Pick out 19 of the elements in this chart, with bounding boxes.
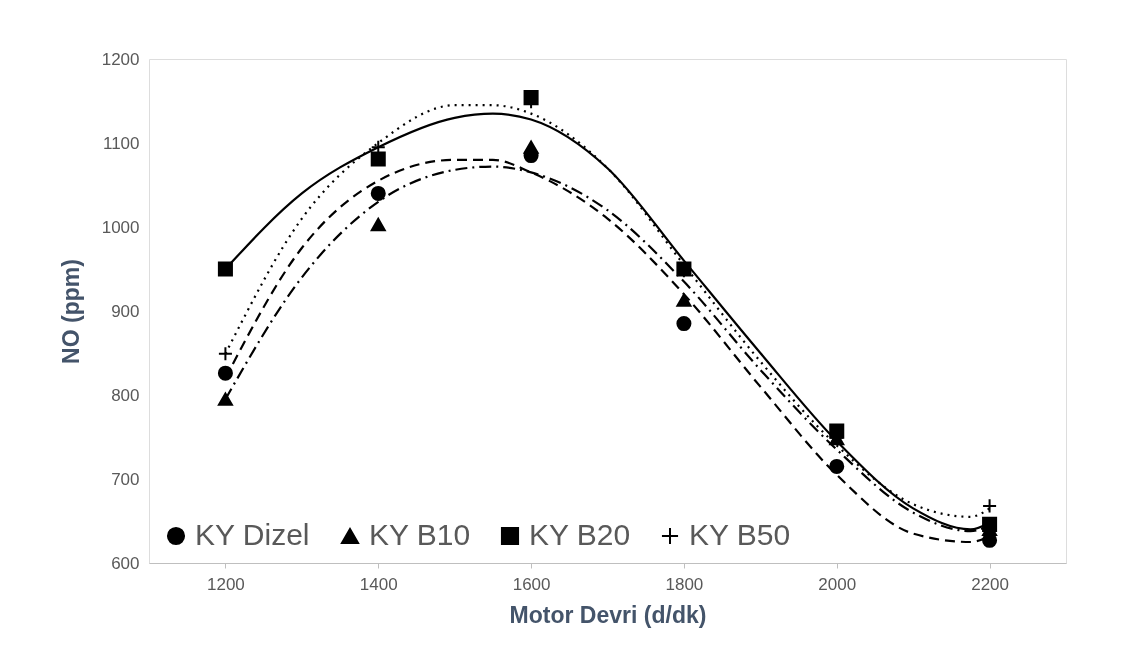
x-axis-title: Motor Devri (d/dk) — [509, 601, 707, 628]
y-tick-label: 800 — [111, 385, 140, 405]
y-tick-label: 900 — [111, 301, 140, 321]
y-axis-title: NO (ppm) — [57, 259, 84, 364]
legend-label: KY B50 — [689, 518, 791, 551]
y-tick-label: 1100 — [102, 133, 140, 153]
legend-label: KY Dizel — [195, 518, 310, 551]
x-tick-label: 1400 — [359, 574, 398, 594]
y-tick-label: 700 — [111, 469, 140, 489]
x-tick-label: 2000 — [818, 574, 857, 594]
x-tick-label: 1200 — [207, 574, 245, 594]
x-tick-label: 1600 — [512, 574, 551, 594]
y-tick-label: 600 — [111, 553, 140, 573]
legend-label: KY B20 — [529, 518, 631, 551]
x-tick-label: 1800 — [665, 574, 704, 594]
y-tick-label: 1000 — [101, 217, 140, 237]
y-tick-label: 1200 — [101, 49, 140, 69]
legend-label: KY B10 — [369, 518, 471, 551]
x-tick-label: 2200 — [971, 574, 1009, 594]
